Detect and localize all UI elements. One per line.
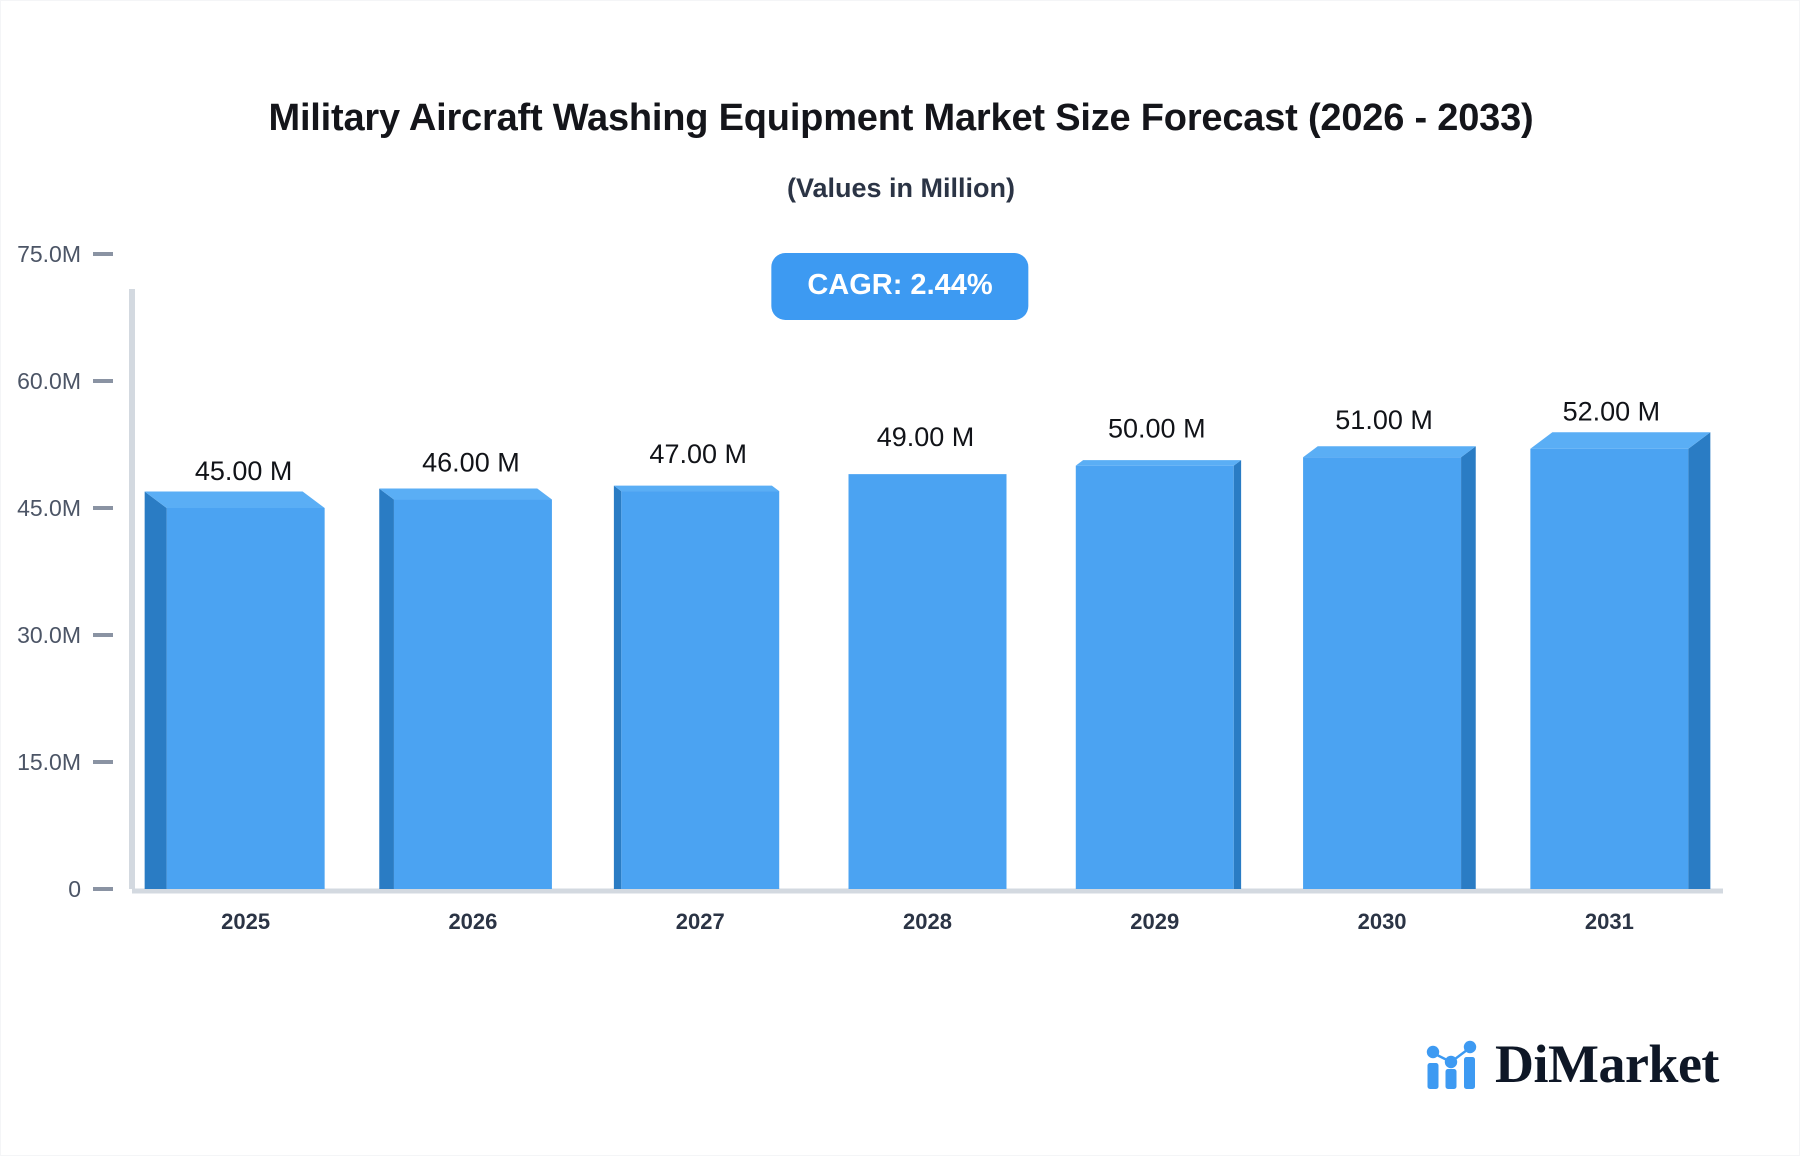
y-tick-label: 60.0M: [17, 368, 81, 394]
x-tick-label: 2029: [1130, 909, 1179, 934]
bar-front-face[interactable]: [166, 508, 325, 889]
bar-chart-dots-icon: [1426, 1040, 1477, 1089]
y-tick-label: 75.0M: [17, 241, 81, 267]
logo-wordmark: DiMarket: [1495, 1034, 1719, 1094]
y-tick-label: 15.0M: [17, 749, 81, 775]
bar-value-labels: 45.00 M 46.00 M 47.00 M 49.00 M 50.00 M 51.00…: [195, 397, 1660, 486]
bar-value-label: 50.00 M: [1108, 414, 1206, 444]
bar-value-label: 52.00 M: [1563, 397, 1661, 427]
bar-front-face[interactable]: [1530, 448, 1689, 889]
bar-front-face[interactable]: [1075, 465, 1234, 889]
bar-side-face: [1233, 460, 1242, 889]
x-tick-label: 2027: [676, 909, 725, 934]
x-tick-label: 2030: [1358, 909, 1407, 934]
bar-side-face: [1461, 446, 1476, 889]
bar-value-label: 51.00 M: [1335, 405, 1433, 435]
bar-top-face: [144, 491, 325, 508]
x-tick-label: 2031: [1585, 909, 1634, 934]
bar-top-face: [1303, 446, 1476, 458]
bar-value-label: 47.00 M: [649, 439, 747, 469]
bar-front-face[interactable]: [1303, 457, 1462, 889]
bar-front-face[interactable]: [621, 491, 780, 889]
page-title: Military Aircraft Washing Equipment Mark…: [268, 97, 1534, 139]
bar-value-label: 46.00 M: [422, 448, 520, 478]
bar-side-face: [613, 485, 622, 889]
dimarket-logo: DiMarket: [1425, 1037, 1719, 1091]
bar-top-face: [379, 488, 552, 500]
chart-subtitle: (Values in Million): [786, 173, 1016, 203]
bar-top-face: [613, 485, 780, 492]
bar-front-face[interactable]: [848, 474, 1007, 889]
x-tick-label: 2028: [903, 909, 952, 934]
bars-group: [144, 432, 1711, 889]
y-tick-label: 30.0M: [17, 622, 81, 648]
y-tick-label: 0: [68, 876, 81, 902]
bar-front-face[interactable]: [393, 499, 552, 889]
y-tick-label: 45.0M: [17, 495, 81, 521]
bar-side-face: [144, 491, 167, 889]
bar-top-face: [1075, 460, 1242, 466]
bar-side-face: [1688, 432, 1711, 889]
bar-value-label: 45.00 M: [195, 456, 293, 486]
bar-top-face: [1530, 432, 1711, 449]
x-tick-label: 2025: [221, 909, 270, 934]
x-tick-label: 2026: [448, 909, 497, 934]
bar-value-label: 49.00 M: [877, 422, 975, 452]
bar-side-face: [379, 488, 394, 889]
y-axis-ticks: 75.0M 60.0M 45.0M 30.0M 15.0M 0: [17, 241, 113, 902]
cagr-badge: CAGR: 2.44%: [771, 253, 1029, 320]
x-axis-ticks: 2025 2026 2027 2028 2029 2030 2031: [221, 909, 1634, 934]
